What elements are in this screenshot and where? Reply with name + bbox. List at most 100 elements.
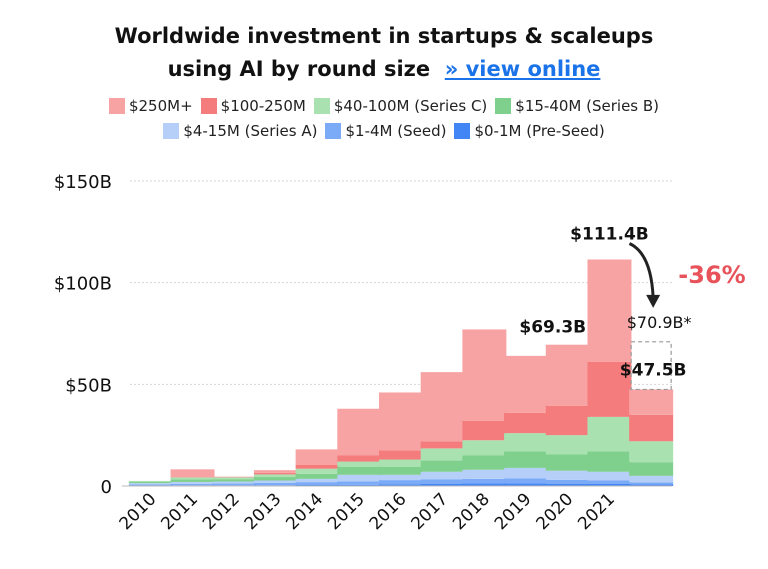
total-label-2021: $111.4B: [570, 224, 649, 244]
legend-item: $15-40M (Series B): [495, 97, 659, 115]
bar-segment: [379, 474, 423, 481]
bar-segment: [337, 408, 382, 456]
bar-segment: [212, 479, 257, 482]
bar-segment: [587, 416, 632, 452]
bar-segment: [462, 329, 507, 421]
bar-segment: [420, 441, 465, 449]
bar-segment: [212, 477, 257, 480]
bar-segment: [420, 471, 465, 480]
bar-segment: [504, 355, 549, 413]
y-tick-label: $100B: [54, 274, 112, 295]
bar-segment: [545, 435, 590, 455]
bar-segment: [337, 466, 382, 475]
x-tick-label: 2020: [533, 489, 578, 534]
bar-segment: [504, 483, 549, 486]
bar-segment: [629, 462, 674, 476]
change-arrow: [628, 242, 655, 298]
bar-segment: [379, 450, 423, 460]
legend-label: $0-1M (Pre-Seed): [474, 122, 605, 140]
legend-label: $1-4M (Seed): [345, 122, 447, 140]
bar-segment: [337, 481, 382, 485]
bar-segment: [629, 389, 674, 415]
legend-swatch: [163, 123, 180, 139]
legend-item: $100-250M: [200, 97, 306, 115]
bar-segment: [253, 470, 298, 473]
bar-segment: [587, 483, 632, 486]
bar-segment: [337, 455, 382, 462]
bar-segment: [629, 441, 674, 463]
x-tick-label: 2019: [491, 489, 536, 534]
legend-item: $40-100M (Series C): [313, 97, 487, 115]
legend-label: $250M+: [128, 97, 193, 115]
legend-swatch: [454, 123, 471, 139]
bar-segment: [170, 479, 215, 482]
legend-swatch: [313, 98, 330, 114]
bar-segment: [128, 484, 173, 486]
legend-item: $0-1M (Pre-Seed): [454, 122, 605, 140]
view-online-link[interactable]: » view online: [444, 57, 601, 81]
legend-item: $1-4M (Seed): [325, 122, 446, 140]
bar-segment: [170, 469, 215, 478]
bar-segment: [420, 479, 465, 484]
legend-swatch: [495, 98, 512, 114]
bar-segment: [128, 480, 173, 482]
bar-segment: [295, 464, 340, 469]
bar-segment: [420, 460, 465, 472]
x-tick-label: 2014: [282, 489, 327, 534]
x-tick-label: 2010: [116, 489, 161, 534]
bar-segment: [629, 482, 674, 485]
bar-segment: [128, 483, 173, 485]
bar-segment: [295, 484, 340, 486]
bar-segment: [170, 477, 215, 480]
bar-segment: [545, 454, 590, 471]
bar-segment: [170, 483, 215, 486]
bar-segment: [504, 478, 549, 484]
bar-segment: [545, 405, 590, 436]
legend-swatch: [325, 123, 342, 139]
legend-label: $15-40M (Series B): [515, 97, 660, 115]
bar-segment: [462, 455, 507, 470]
legend-label: $4-15M (Series A): [183, 122, 318, 140]
bar-segment: [212, 483, 257, 486]
x-tick-label: 2018: [449, 489, 494, 534]
x-tick-label: 2017: [407, 489, 452, 534]
bar-segment: [587, 451, 632, 472]
bar-segment: [462, 440, 507, 456]
bar-segment: [253, 474, 298, 478]
change-arrow-head: [646, 294, 661, 308]
bar-segment: [545, 344, 590, 406]
bar-segment: [545, 470, 590, 480]
legend-row-2: $4-15M (Series A) $1-4M (Seed) $0-1M (Pre-…: [0, 122, 768, 140]
bar-segment: [212, 476, 257, 478]
bar-segment: [295, 449, 340, 465]
bar-segment: [253, 477, 298, 481]
bar-segment: [337, 484, 382, 486]
bar-segment: [212, 481, 257, 484]
bar-segment: [253, 472, 298, 475]
bar-segment: [379, 466, 423, 475]
bar-segment: [420, 372, 465, 442]
bar-segment: [420, 483, 465, 486]
legend-item: $250M+: [108, 97, 193, 115]
bar-segment: [128, 481, 173, 484]
bar-segment: [545, 479, 590, 484]
bar-segment: [545, 483, 590, 486]
x-tick-label: 2011: [157, 489, 202, 534]
bar-segment: [253, 485, 298, 486]
bar-segment: [504, 433, 549, 452]
bar-segment: [629, 414, 674, 442]
bar-segment: [420, 448, 465, 461]
bar-segment: [462, 420, 507, 441]
bar-segment: [504, 467, 549, 479]
projected-label: $70.9B*: [627, 313, 692, 332]
y-tick-label: 0: [101, 477, 112, 498]
bar-segment: [462, 478, 507, 484]
bar-segment: [504, 412, 549, 434]
bar-segment: [629, 484, 674, 486]
bar-segment: [379, 459, 423, 467]
legend-label: $100-250M: [220, 97, 306, 115]
x-tick-label: 2013: [241, 489, 286, 534]
y-tick-label: $150B: [54, 172, 112, 193]
bar-segment: [295, 468, 340, 474]
total-label-2020: $69.3B: [519, 318, 586, 338]
